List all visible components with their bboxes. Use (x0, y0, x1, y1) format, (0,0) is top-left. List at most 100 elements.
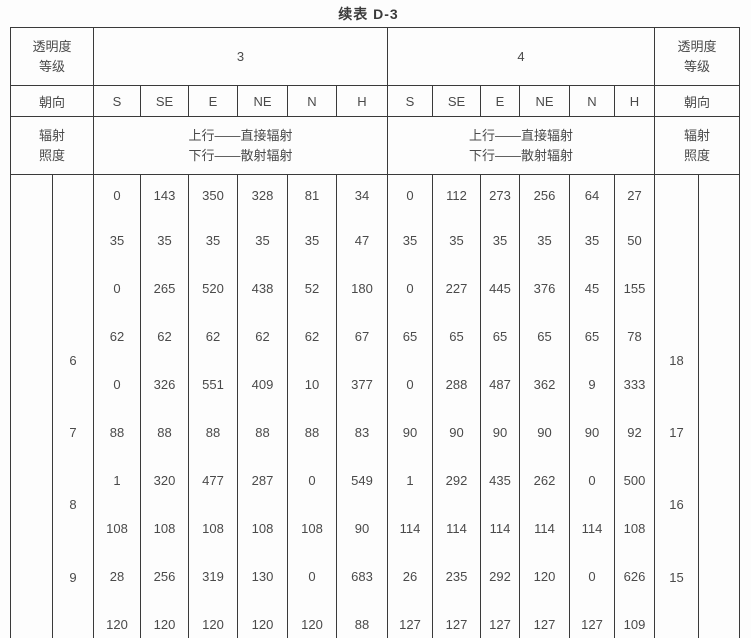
row-label: 15 (669, 570, 684, 585)
cell-value: 9 (588, 377, 596, 392)
cell-value: 114 (581, 521, 603, 536)
radiation-table: 透明度 等级 3 4 透明度 等级 朝向 S SE E NE N H S SE … (10, 27, 740, 638)
cell-value: 88 (304, 425, 320, 440)
cell-value: 78 (627, 329, 642, 344)
cell-value: 256 (533, 188, 556, 203)
cell-value: 108 (301, 521, 323, 536)
cell-value: 64 (584, 188, 600, 203)
header-transparency-left-line2: 等级 (38, 58, 65, 74)
cell-value: 292 (445, 473, 468, 488)
row-label: 17 (669, 425, 684, 440)
header-col-se-g3: SE (140, 85, 189, 117)
cell-value: 120 (202, 617, 224, 632)
cell-value: 108 (202, 521, 224, 536)
cell-value: 287 (251, 473, 274, 488)
header-transparency-right-line2: 等级 (683, 58, 710, 74)
header-radiation-right-line1: 辐射 (683, 127, 710, 143)
row-label: 6 (69, 353, 77, 368)
cell-value: 292 (489, 569, 511, 584)
cell-value: 265 (153, 281, 176, 296)
cell-value: 127 (399, 617, 421, 632)
cell-value: 81 (304, 188, 320, 203)
cell-value: 120 (533, 569, 556, 584)
header-col-e-g4: E (480, 85, 520, 117)
cell-value: 155 (623, 281, 646, 296)
cell-value: 235 (445, 569, 468, 584)
cell-value: 34 (354, 188, 370, 203)
cell-value: 27 (627, 188, 642, 203)
cell-value: 47 (354, 233, 370, 248)
cell-value: 120 (153, 617, 176, 632)
cell-value: 487 (489, 377, 511, 392)
cell-value: 0 (113, 377, 121, 392)
cell-value: 108 (623, 521, 646, 536)
cell-value: 445 (489, 281, 511, 296)
header-col-s-g3: S (93, 85, 141, 117)
cell-value: 90 (449, 425, 464, 440)
cell-value: 288 (445, 377, 468, 392)
header-group-4: 4 (387, 27, 655, 86)
radiation-note-g3-line1: 上行——直接辐射 (188, 127, 293, 143)
cell-value: 0 (406, 281, 414, 296)
cell-value: 127 (533, 617, 556, 632)
header-col-n-g3: N (287, 85, 337, 117)
data-column-e-g3: 350 35 520 62 551 88 477 108 319 120 (188, 174, 238, 638)
cell-value: 549 (351, 473, 373, 488)
data-column-ne-g4: 256 35 376 65 362 90 262 114 120 127 (519, 174, 570, 638)
cell-value: 62 (109, 329, 125, 344)
data-column-h-g3: 34 47 180 67 377 83 549 90 683 88 (336, 174, 388, 638)
header-col-n-g4: N (569, 85, 615, 117)
cell-value: 320 (153, 473, 176, 488)
cell-value: 0 (588, 569, 596, 584)
cell-value: 0 (406, 188, 414, 203)
cell-value: 376 (533, 281, 556, 296)
header-col-ne-g4: NE (519, 85, 570, 117)
cell-value: 127 (445, 617, 468, 632)
row-label: 8 (69, 497, 77, 512)
cell-value: 120 (106, 617, 128, 632)
row-label: 7 (69, 425, 77, 440)
cell-value: 0 (113, 188, 121, 203)
cell-value: 88 (205, 425, 221, 440)
data-column-n-g4: 64 35 45 65 9 90 0 114 0 127 (569, 174, 615, 638)
header-col-h-g4: H (614, 85, 655, 117)
cell-value: 683 (351, 569, 373, 584)
cell-value: 319 (202, 569, 224, 584)
cell-value: 112 (446, 188, 467, 203)
cell-value: 435 (489, 473, 511, 488)
header-row-orientation: 朝向 S SE E NE N H S SE E NE N H 朝向 (10, 85, 740, 117)
cell-value: 273 (489, 188, 511, 203)
data-column-s-g4: 0 35 0 65 0 90 1 114 26 127 (387, 174, 433, 638)
right-label-wrap: 18 17 16 15 (656, 176, 698, 638)
cell-value: 333 (623, 377, 646, 392)
cell-value: 143 (153, 188, 176, 203)
cell-value: 520 (202, 281, 224, 296)
cell-value: 362 (533, 377, 556, 392)
cell-value: 109 (623, 617, 646, 632)
cell-value: 130 (251, 569, 274, 584)
cell-value: 62 (205, 329, 221, 344)
cell-value: 35 (304, 233, 320, 248)
row-label: 9 (69, 570, 77, 585)
header-col-h-g3: H (336, 85, 388, 117)
cell-value: 65 (449, 329, 464, 344)
cell-value: 0 (308, 473, 316, 488)
cell-value: 90 (584, 425, 600, 440)
cell-value: 108 (153, 521, 176, 536)
cell-value: 35 (402, 233, 418, 248)
cell-value: 377 (351, 377, 373, 392)
header-col-s-g4: S (387, 85, 433, 117)
header-radiation-right: 辐射 照度 (654, 116, 740, 175)
cell-value: 0 (406, 377, 414, 392)
cell-value: 88 (109, 425, 125, 440)
header-orientation-right: 朝向 (654, 85, 740, 117)
cell-value: 50 (627, 233, 642, 248)
cell-value: 26 (402, 569, 418, 584)
header-transparency-left: 透明度 等级 (10, 27, 94, 86)
cell-value: 65 (402, 329, 418, 344)
cell-value: 500 (623, 473, 646, 488)
cell-value: 114 (489, 521, 511, 536)
cell-value: 83 (354, 425, 370, 440)
data-column-se-g3: 143 35 265 62 326 88 320 108 256 120 (140, 174, 189, 638)
